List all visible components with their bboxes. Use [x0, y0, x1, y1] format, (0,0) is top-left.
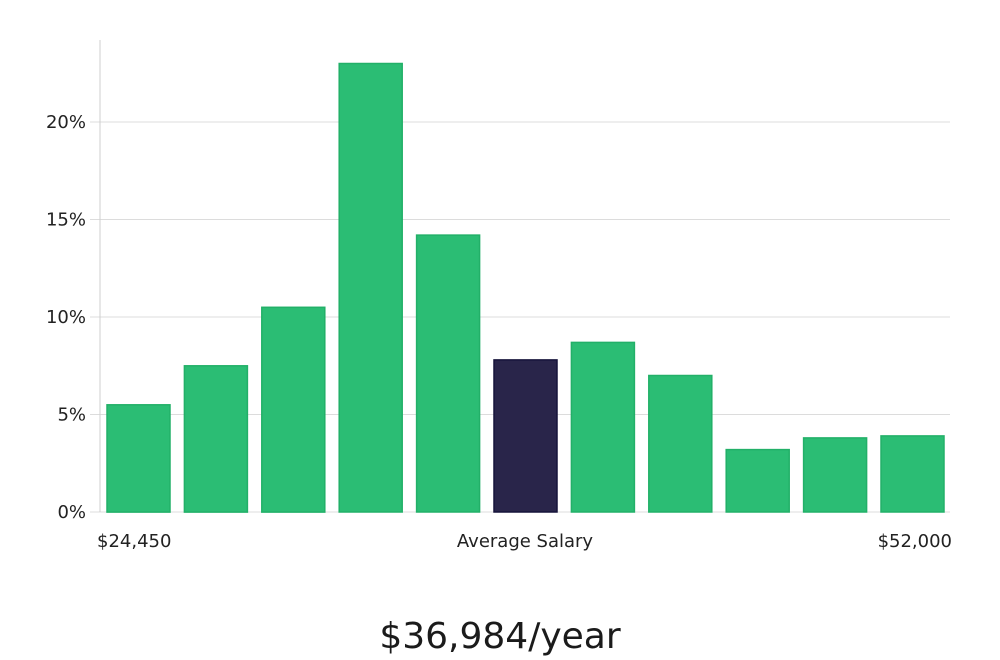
bar [802, 437, 868, 513]
x-axis-labels: $24,450 Average Salary $52,000 [97, 531, 952, 552]
x-label-average: Average Salary [457, 531, 594, 552]
y-tick-label: 0% [57, 502, 86, 523]
bar [261, 306, 326, 513]
y-axis-ticks: 0% 5% 10% 15% 20% [46, 112, 86, 523]
bar-average [493, 359, 558, 513]
x-label-min: $24,450 [97, 531, 171, 552]
bar [880, 435, 945, 513]
y-tick-label: 15% [46, 210, 86, 231]
y-tick-label: 5% [57, 405, 86, 426]
bars [106, 62, 945, 513]
y-tick-label: 10% [46, 307, 86, 328]
bar [338, 62, 403, 513]
bar [725, 448, 790, 513]
x-label-max: $52,000 [878, 531, 952, 552]
average-salary-value: $36,984/year [379, 616, 621, 657]
bar [415, 234, 481, 513]
bar [106, 404, 171, 513]
bar [183, 365, 249, 513]
y-tick-label: 20% [46, 112, 86, 133]
bar [648, 374, 713, 513]
bar [570, 341, 636, 513]
